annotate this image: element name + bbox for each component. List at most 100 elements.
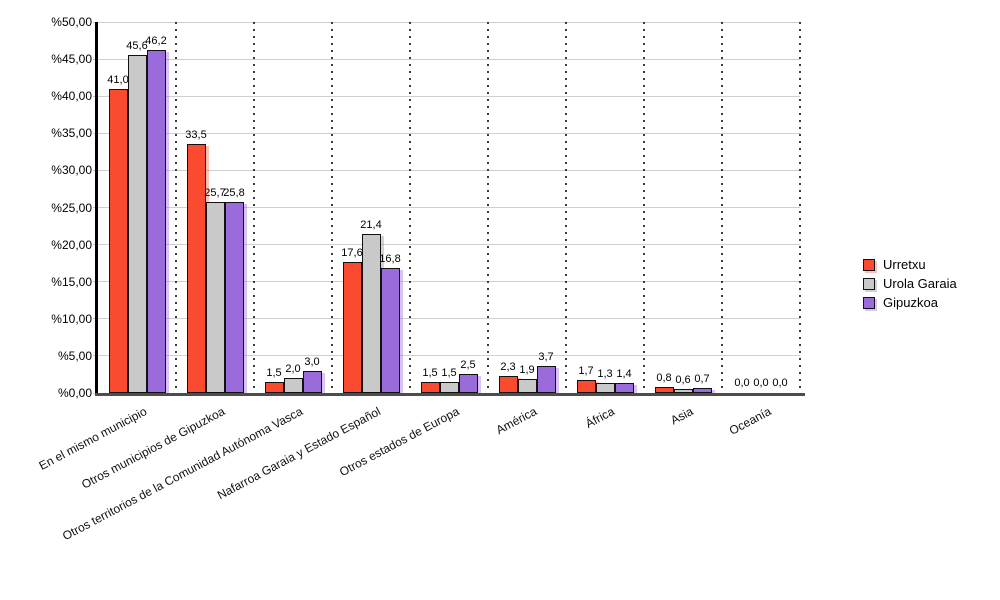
bar-value-label: 2,0 [285, 363, 301, 376]
bar-gipuzkoa [302, 370, 322, 393]
bar-value-label: 3,0 [304, 355, 320, 368]
legend-label: Urola Garaia [883, 276, 957, 291]
gridline [98, 95, 800, 97]
category-separator [565, 22, 567, 393]
category-label: Oceanía [726, 404, 774, 438]
y-tick-label: %30,00 [51, 163, 92, 178]
y-tick-label: %10,00 [51, 311, 92, 326]
category-separator [175, 22, 177, 393]
category-separator [799, 22, 801, 393]
gridline [98, 132, 800, 134]
bar-value-label: 2,3 [500, 360, 516, 373]
bar-urretxu [576, 380, 596, 393]
y-tick-label: %45,00 [51, 52, 92, 67]
bar-value-label: 33,5 [185, 129, 207, 142]
bar-value-label: 45,6 [126, 39, 148, 52]
bar-urola-garaia [673, 388, 693, 393]
bar-urola-garaia [517, 378, 537, 393]
y-tick-label: %0,00 [57, 386, 92, 400]
bar-gipuzkoa [536, 365, 556, 393]
legend-swatch-icon [863, 258, 875, 271]
bar-urola-garaia [283, 378, 303, 393]
gridline [98, 58, 800, 60]
bar-urretxu [108, 88, 128, 393]
category-separator [409, 22, 411, 393]
bar-urola-garaia [205, 202, 225, 393]
category-label: África [583, 404, 618, 431]
legend-item: Urola Garaia [863, 277, 957, 290]
bar-value-label: 1,4 [616, 367, 632, 380]
category-label: Otros municipios de Gipuzkoa [79, 404, 228, 492]
y-tick-label: %5,00 [57, 348, 92, 363]
bar-urola-garaia [595, 383, 615, 393]
bar-value-label: 1,7 [578, 365, 594, 378]
category-label: Nafarroa Garaia y Estado Español [215, 404, 384, 503]
category-separator [487, 22, 489, 393]
bar-gipuzkoa [146, 50, 166, 393]
bar-value-label: 0,8 [656, 372, 672, 385]
bar-gipuzkoa [614, 382, 634, 393]
bar-value-label: 1,5 [266, 366, 282, 379]
gridline [98, 281, 800, 283]
bar-value-label: 0,0 [753, 377, 769, 389]
bar-value-label: 3,7 [538, 350, 554, 363]
legend-label: Urretxu [883, 257, 926, 272]
bar-value-label: 46,2 [145, 35, 167, 48]
bar-value-label: 0,0 [772, 377, 788, 389]
y-tick-label: %35,00 [51, 126, 92, 141]
gridline [98, 21, 800, 23]
bar-urretxu [264, 381, 284, 393]
bar-gipuzkoa [380, 268, 400, 393]
category-separator [643, 22, 645, 393]
y-tick-label: %25,00 [51, 200, 92, 215]
gridline [98, 207, 800, 208]
legend: Urretxu Urola Garaia Gipuzkoa [863, 258, 957, 309]
bar-value-label: 25,8 [223, 186, 245, 199]
bar-value-label: 1,5 [422, 366, 438, 379]
bar-value-label: 2,5 [460, 359, 476, 372]
bar-gipuzkoa [224, 201, 244, 393]
legend-swatch-icon [863, 277, 875, 290]
bar-value-label: 25,7 [204, 187, 226, 200]
bar-value-label: 17,6 [341, 247, 363, 260]
x-axis-line [95, 393, 805, 396]
gridline [98, 355, 800, 357]
y-tick-label: %20,00 [51, 237, 92, 252]
y-tick-label: %40,00 [51, 89, 92, 104]
bar-urretxu [342, 262, 362, 393]
bar-urretxu [654, 387, 674, 393]
bar-urretxu [420, 381, 440, 393]
bar-urretxu [498, 375, 518, 393]
category-separator [253, 22, 255, 393]
bar-value-label: 1,5 [441, 366, 457, 379]
bar-value-label: 0,7 [694, 372, 710, 385]
gridline [98, 169, 800, 171]
bar-value-label: 21,4 [360, 219, 382, 232]
category-separator [721, 22, 723, 393]
bar-value-label: 1,9 [519, 363, 535, 376]
bar-urola-garaia [361, 234, 381, 393]
bar-value-label: 0,6 [675, 373, 691, 386]
y-tick-label: %50,00 [51, 15, 92, 29]
category-label: América [493, 404, 540, 438]
bar-gipuzkoa [458, 374, 478, 393]
gridline [98, 244, 800, 246]
gridline [98, 318, 800, 320]
bar-value-label: 0,0 [734, 377, 750, 389]
bar-urola-garaia [439, 381, 459, 393]
bar-urretxu [186, 144, 206, 393]
y-tick-label: %15,00 [51, 274, 92, 289]
legend-item: Gipuzkoa [863, 296, 957, 309]
category-label: Asia [667, 404, 696, 428]
bar-value-label: 1,3 [597, 368, 613, 381]
y-axis-line [95, 22, 98, 394]
legend-label: Gipuzkoa [883, 295, 938, 310]
bar-value-label: 16,8 [379, 253, 401, 266]
bar-urola-garaia [127, 54, 147, 393]
legend-swatch-icon [863, 296, 875, 309]
category-separator [331, 22, 333, 393]
bar-value-label: 41,0 [107, 73, 129, 86]
legend-item: Urretxu [863, 258, 957, 271]
bar-gipuzkoa [692, 387, 712, 393]
